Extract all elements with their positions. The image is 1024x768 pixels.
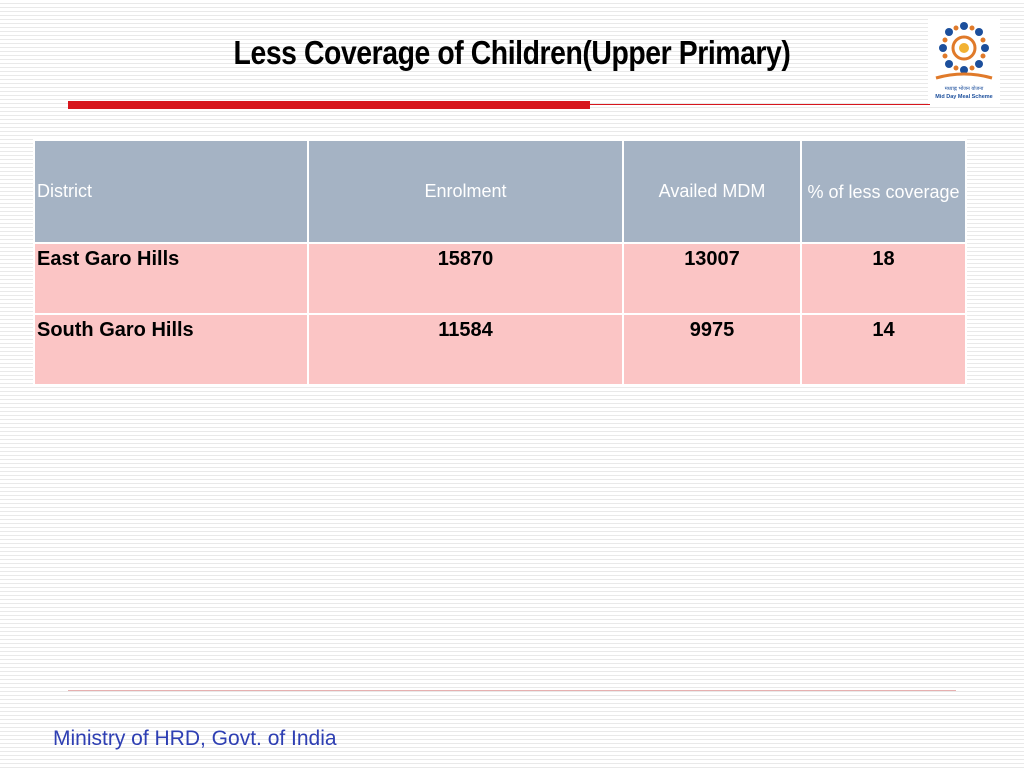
table-header-row: District Enrolment Availed MDM % of less… [33,139,967,244]
slide-title: Less Coverage of Children(Upper Primary) [233,34,791,71]
footer-text: Ministry of HRD, Govt. of India [53,727,337,750]
cell-district: East Garo Hills [33,242,309,315]
header-enrolment: Enrolment [307,139,624,244]
title-underline-thin [590,104,930,105]
coverage-table: District Enrolment Availed MDM % of less… [33,139,967,386]
cell-availed-mdm: 9975 [622,313,802,386]
logo-figures-ring [935,22,993,80]
logo-hindi-text: मध्याह्न भोजन योजना [945,85,984,92]
cell-less-coverage: 14 [800,313,967,386]
table-row: East Garo Hills 15870 13007 18 [33,242,967,315]
cell-less-coverage: 18 [800,242,967,315]
footer-divider [68,690,956,691]
header-availed-mdm: Availed MDM [622,139,802,244]
header-less-coverage: % of less coverage [800,139,967,244]
cell-district: South Garo Hills [33,313,309,386]
cell-availed-mdm: 13007 [622,242,802,315]
table-row: South Garo Hills 11584 9975 14 [33,313,967,386]
cell-enrolment: 15870 [307,242,624,315]
mid-day-meal-scheme-logo-icon: मध्याह्न भोजन योजना Mid Day Meal Scheme [928,18,1000,104]
title-underline-thick [68,101,590,109]
cell-enrolment: 11584 [307,313,624,386]
logo-english-text: Mid Day Meal Scheme [935,94,992,100]
header-district: District [33,139,309,244]
